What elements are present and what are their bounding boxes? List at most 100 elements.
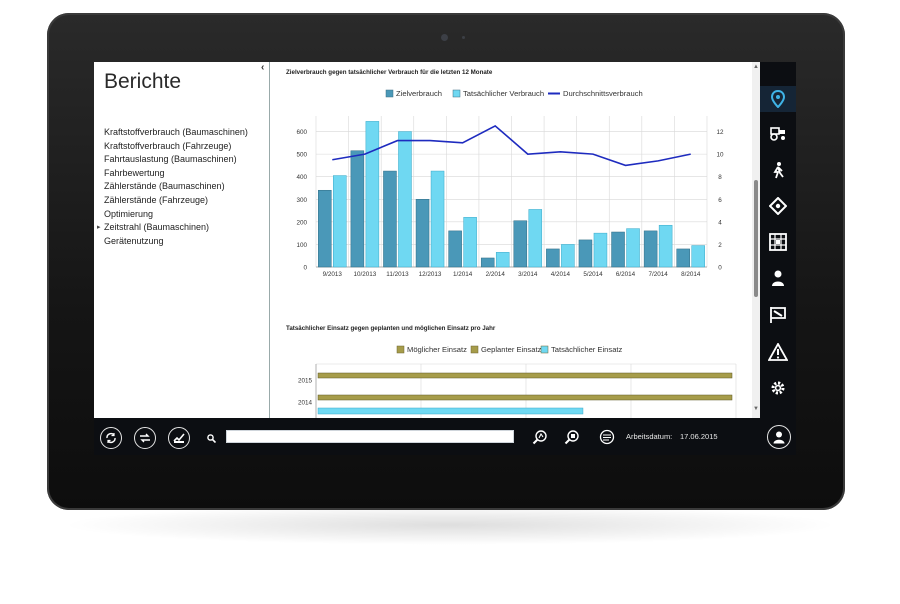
line-durchschnittsverbrauch [332,124,691,167]
report-item[interactable]: Fahrtauslastung (Baumaschinen) [104,154,237,165]
zoom-route-icon[interactable] [532,429,548,445]
report-item[interactable]: Fahrbewertung [104,167,165,178]
work-date-value: 17.06.2015 [680,432,718,441]
legend-swatch [385,89,394,98]
y-tick-label-right: 0 [718,265,722,272]
bar-zielverbrauch [676,248,690,268]
panel-divider [269,62,270,418]
y-tick-label-right: 8 [718,174,722,181]
light-sensor [462,36,465,39]
y-tick-label: 2015 [298,378,313,385]
y-tick-label-right: 6 [718,197,722,204]
legend-label: Tatsächlicher Verbrauch [463,89,544,98]
bottom-toolbar: Arbeitsdatum: 17.06.2015 [94,418,796,455]
y-tick-label-right: 12 [716,129,724,136]
device-shadow [60,505,840,545]
bar-tatsaechlicher-verbrauch [658,224,673,268]
tasks-icon [173,433,185,443]
x-tick-label: 12/2013 [419,271,442,278]
sync-icon [106,432,116,444]
vertical-scrollbar[interactable]: ▲ ▼ [752,62,760,418]
y-tick-label-left: 400 [296,174,307,181]
y-tick-label-left: 600 [296,129,307,136]
app-screen: Berichte Kraftstoffverbrauch (Baumaschin… [94,62,796,455]
warning-icon[interactable] [765,339,791,365]
x-tick-label: 1/2014 [453,271,473,278]
y-tick-label-right: 10 [716,152,724,159]
x-tick-label: 10/2013 [353,271,376,278]
bar-tatsaechlicher-verbrauch [495,252,510,268]
report-item[interactable]: Zählerstände (Baumaschinen) [104,181,225,192]
scroll-down-arrow[interactable]: ▼ [753,406,759,412]
report-item[interactable]: Zählerstände (Fahrzeuge) [104,194,209,205]
bar-moeglicher-einsatz [317,372,733,379]
y-tick-label-left: 100 [296,242,307,249]
bar-zielverbrauch [513,220,528,268]
bar-tatsaechlicher-verbrauch [365,121,380,268]
report-item[interactable]: Kraftstoffverbrauch (Fahrzeuge) [104,140,232,151]
bar-zielverbrauch [415,199,430,268]
bar-zielverbrauch [611,231,625,268]
legend-label: Geplanter Einsatz [481,345,542,354]
x-tick-label: 5/2014 [583,271,603,278]
transfer-button[interactable] [134,427,156,449]
x-tick-label: 11/2013 [386,271,409,278]
worker-icon[interactable] [765,157,791,183]
bar-zielverbrauch [318,189,332,268]
report-item[interactable]: Kraftstoffverbrauch (Baumaschinen) [104,127,248,137]
legend-swatch [470,345,479,354]
bar-zielverbrauch [448,230,462,268]
bar-tatsaechlicher-verbrauch [593,232,608,268]
report-item[interactable]: Optimierung [104,208,154,219]
route-icon[interactable] [765,193,791,219]
y-tick-label-right: 2 [718,242,722,249]
report-item[interactable]: Gerätenutzung [104,235,164,246]
bar-tatsaechlicher-verbrauch [430,170,445,268]
legend-swatch [452,89,461,98]
bar-tatsaechlicher-verbrauch [626,228,640,268]
collapse-sidebar-button[interactable]: ‹ [261,62,265,73]
report-list: Kraftstoffverbrauch (Baumaschinen) Krafts… [97,126,248,248]
zoom-grid-icon[interactable] [564,429,580,445]
bar-moeglicher-einsatz [317,394,733,401]
legend-swatch [540,345,549,354]
grid-map-icon[interactable] [765,229,791,255]
scroll-up-arrow[interactable]: ▲ [753,64,759,70]
x-tick-label: 9/2013 [323,271,343,278]
bar-zielverbrauch [350,150,365,268]
legend-label: Möglicher Einsatz [407,345,467,354]
x-tick-label: 4/2014 [551,271,571,278]
person-icon[interactable] [765,265,791,291]
bar-zielverbrauch [546,248,560,268]
y-tick-label-right: 4 [718,219,722,226]
x-tick-label: 2/2014 [486,271,506,278]
legend-label: Tatsächlicher Einsatz [551,345,623,354]
report-charts: Zielverbrauch gegen tatsächlicher Verbra… [286,69,737,418]
user-profile-button[interactable] [767,425,791,449]
bar-zielverbrauch [578,239,593,268]
bar-zielverbrauch [383,170,397,268]
user-icon [773,431,785,444]
map-pin-icon[interactable] [760,86,796,112]
chart-title: Zielverbrauch gegen tatsächlicher Verbra… [286,69,493,76]
layers-icon[interactable] [599,429,615,445]
report-item[interactable]: Zeitstrahl (Baumaschinen) [97,221,248,235]
y-tick-label-left: 200 [296,219,307,226]
legend-swatch [396,345,405,354]
search-icon [207,430,217,448]
search-input[interactable] [226,430,514,443]
x-tick-label: 8/2014 [681,271,701,278]
camera-lens [441,34,448,41]
flag-icon[interactable] [765,302,791,328]
bar-tatsaechlicher-einsatz [317,407,584,415]
y-tick-label-left: 300 [296,197,307,204]
tasks-button[interactable] [168,427,190,449]
scroll-thumb[interactable] [754,180,758,297]
sidebar-title: Berichte [104,70,182,93]
settings-icon[interactable] [765,375,791,401]
tractor-icon[interactable] [765,120,791,146]
sync-button[interactable] [100,427,122,449]
bar-tatsaechlicher-verbrauch [398,131,412,268]
right-nav-rail [760,62,796,418]
chart-title: Tatsächlicher Einsatz gegen geplanten un… [286,325,496,332]
